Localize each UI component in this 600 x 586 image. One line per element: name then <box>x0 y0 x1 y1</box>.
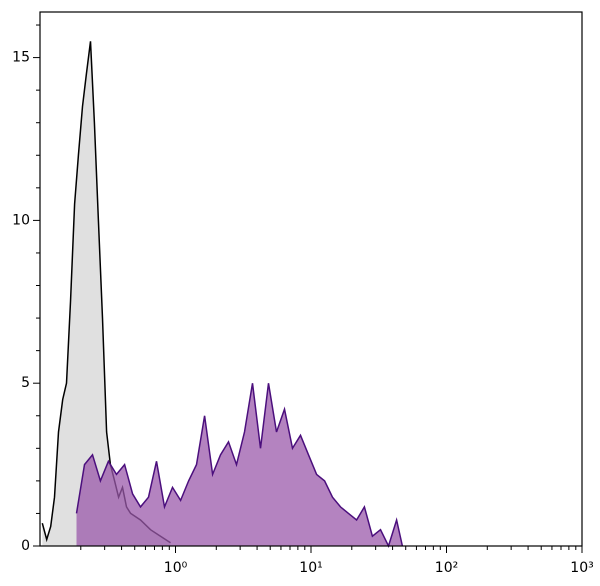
histogram-area <box>76 383 403 546</box>
y-tick-label: 0 <box>21 538 30 554</box>
y-tick-label: 5 <box>21 375 30 391</box>
histogram-area <box>42 41 171 547</box>
x-tick-label: 10⁰ <box>164 560 188 576</box>
x-tick-label: 10³ <box>570 560 593 576</box>
x-tick-label: 10¹ <box>299 560 322 576</box>
histogram-line <box>75 383 404 549</box>
y-tick-label: 15 <box>12 50 30 66</box>
y-tick-label: 10 <box>12 212 30 228</box>
x-tick-label: 10² <box>435 560 458 576</box>
